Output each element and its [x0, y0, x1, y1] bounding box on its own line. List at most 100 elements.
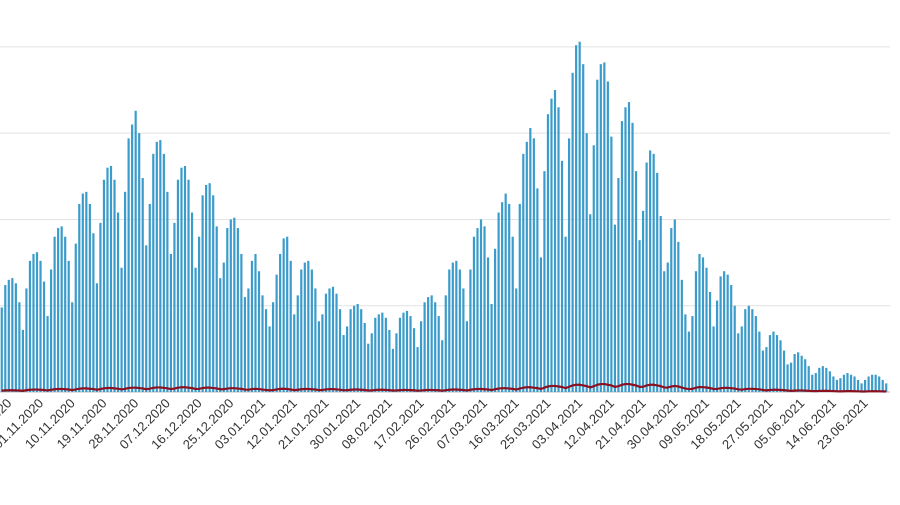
bar: [134, 110, 137, 393]
bar: [779, 340, 782, 392]
bar: [839, 378, 842, 392]
bar: [515, 288, 518, 392]
bar: [789, 362, 793, 392]
bar: [187, 179, 190, 392]
bar: [867, 376, 870, 392]
bar: [804, 359, 807, 392]
bar: [617, 178, 620, 392]
bar: [123, 191, 127, 392]
bar: [712, 326, 715, 392]
bar: [715, 300, 719, 392]
bar: [324, 293, 328, 392]
bar: [871, 374, 874, 392]
bar: [469, 269, 472, 392]
bar: [656, 172, 659, 392]
bar: [363, 322, 366, 392]
bar: [271, 302, 275, 392]
bar: [402, 312, 405, 392]
bar: [878, 376, 881, 392]
bar: [835, 379, 839, 392]
bar: [606, 81, 609, 392]
bar: [331, 286, 335, 392]
bar: [631, 122, 634, 392]
bar: [677, 241, 680, 392]
bar: [42, 281, 46, 392]
bar: [472, 236, 476, 392]
bar: [846, 373, 849, 392]
bar: [708, 291, 712, 392]
bar: [145, 245, 148, 392]
bar: [539, 257, 543, 392]
bar: [152, 153, 155, 392]
bar: [127, 138, 130, 392]
bar: [247, 288, 250, 392]
bar: [842, 374, 846, 392]
bar: [268, 326, 271, 392]
bar: [81, 193, 84, 392]
bar: [67, 260, 70, 392]
bar: [564, 236, 567, 392]
bar: [856, 379, 860, 392]
bar: [279, 253, 282, 392]
bar: [448, 269, 451, 392]
bar: [113, 179, 116, 392]
bar: [74, 243, 77, 392]
bar: [219, 278, 222, 392]
bar: [687, 331, 691, 392]
bar: [821, 366, 824, 392]
bar: [240, 253, 243, 392]
bar: [39, 260, 42, 392]
bar: [733, 305, 736, 392]
bar: [412, 328, 416, 392]
bar: [800, 355, 803, 392]
bar: [451, 262, 454, 392]
bar: [374, 317, 377, 392]
bar: [345, 326, 349, 392]
bar: [582, 64, 585, 392]
bar: [222, 262, 225, 392]
bar: [356, 304, 359, 392]
bar: [71, 302, 74, 392]
bar: [441, 340, 444, 392]
bar: [293, 314, 296, 392]
bar: [504, 193, 507, 392]
bar: [465, 321, 469, 392]
bar: [811, 374, 814, 392]
bar: [120, 267, 123, 392]
bar: [286, 236, 289, 392]
bar: [701, 257, 705, 392]
bar: [377, 314, 380, 392]
bar: [370, 333, 373, 392]
bar: [737, 333, 740, 392]
bar: [511, 236, 514, 392]
bar: [663, 271, 666, 392]
bar: [381, 312, 384, 392]
bar: [543, 171, 546, 392]
bar: [264, 309, 268, 392]
bar: [254, 253, 257, 392]
bar: [190, 212, 194, 392]
bar: [458, 269, 461, 392]
bar: [786, 364, 789, 392]
bar: [155, 141, 158, 392]
bar: [289, 260, 292, 392]
bar: [11, 278, 14, 392]
bar: [649, 150, 652, 392]
bar: [275, 274, 278, 392]
bar: [194, 267, 197, 392]
bar: [64, 236, 67, 392]
bar: [201, 195, 204, 392]
bar: [814, 373, 817, 392]
bar: [360, 309, 363, 392]
bar: [405, 310, 409, 392]
bar: [335, 293, 338, 392]
bar: [21, 329, 25, 392]
bar: [613, 224, 617, 392]
bar: [141, 178, 144, 392]
bar: [740, 326, 743, 392]
bar: [719, 276, 722, 392]
bar: [169, 253, 173, 392]
bar: [476, 228, 479, 392]
